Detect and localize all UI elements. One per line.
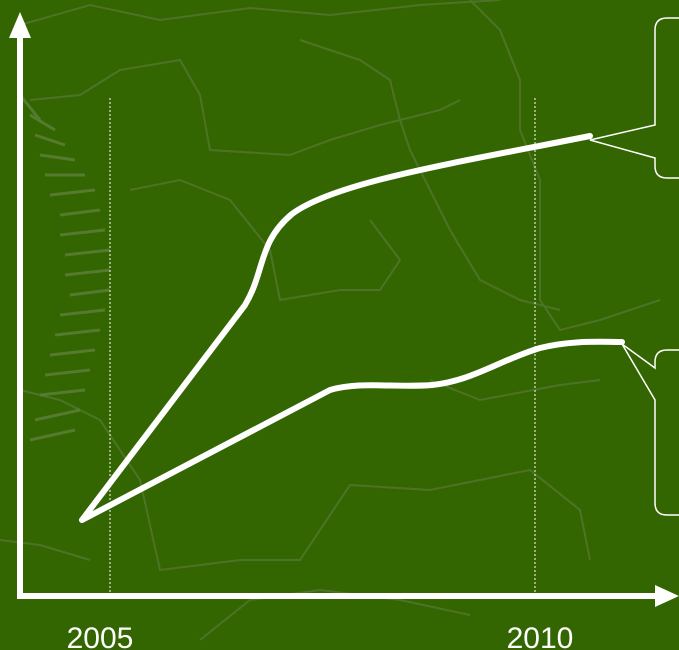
background-ticks — [18, 94, 111, 442]
lower-curve — [79, 338, 625, 523]
y-axis-arrow — [9, 12, 31, 38]
x-axis-arrow — [655, 585, 679, 607]
x-label: 2010 — [507, 622, 574, 650]
callout-lower — [621, 343, 679, 516]
callout-upper — [589, 17, 679, 179]
upper-curve — [79, 133, 593, 523]
x-label: 2005 — [67, 622, 134, 650]
callouts — [589, 17, 679, 516]
background-contours — [0, 0, 661, 641]
